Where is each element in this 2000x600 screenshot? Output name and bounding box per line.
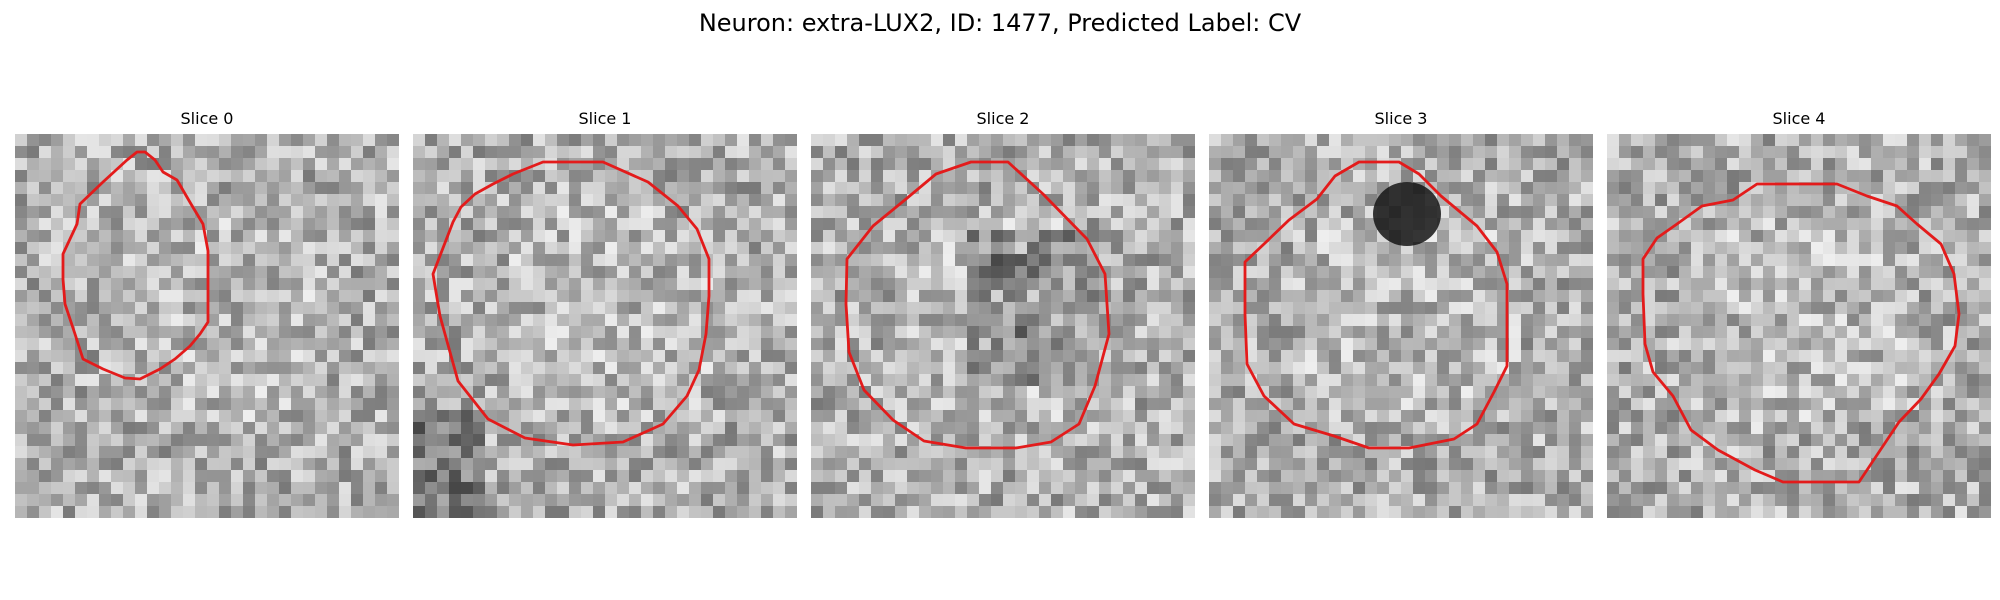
roi-contour [1243,160,1509,450]
dark-blob [1373,182,1441,246]
slice-title: Slice 1 [578,109,632,128]
slice-panel-1: Slice 1 [413,108,797,518]
slice-panel-2: Slice 2 [811,108,1195,518]
noise-grid [413,134,797,518]
roi-contour [431,160,711,447]
slice-image [811,134,1195,518]
slice-panel-4: Slice 4 [1607,108,1991,518]
slice-image [1607,134,1991,518]
slice-title: Slice 4 [1772,109,1826,128]
roi-contour [61,150,210,381]
roi-contour [844,160,1111,450]
slice-title: Slice 2 [976,109,1030,128]
slice-image [413,134,797,518]
noise-grid [15,134,399,518]
figure-title: Neuron: extra-LUX2, ID: 1477, Predicted … [698,9,1302,37]
noise-grid [1607,134,1991,518]
slice-image [15,134,399,518]
noise-grid [811,134,1195,518]
noise-grid [1209,134,1593,518]
slice-panel-3: Slice 3 [1209,108,1593,518]
roi-contour [1641,182,1961,484]
slice-image [1209,134,1593,518]
slice-panel-0: Slice 0 [15,108,399,518]
slice-title: Slice 3 [1374,109,1428,128]
slice-title: Slice 0 [180,109,234,128]
